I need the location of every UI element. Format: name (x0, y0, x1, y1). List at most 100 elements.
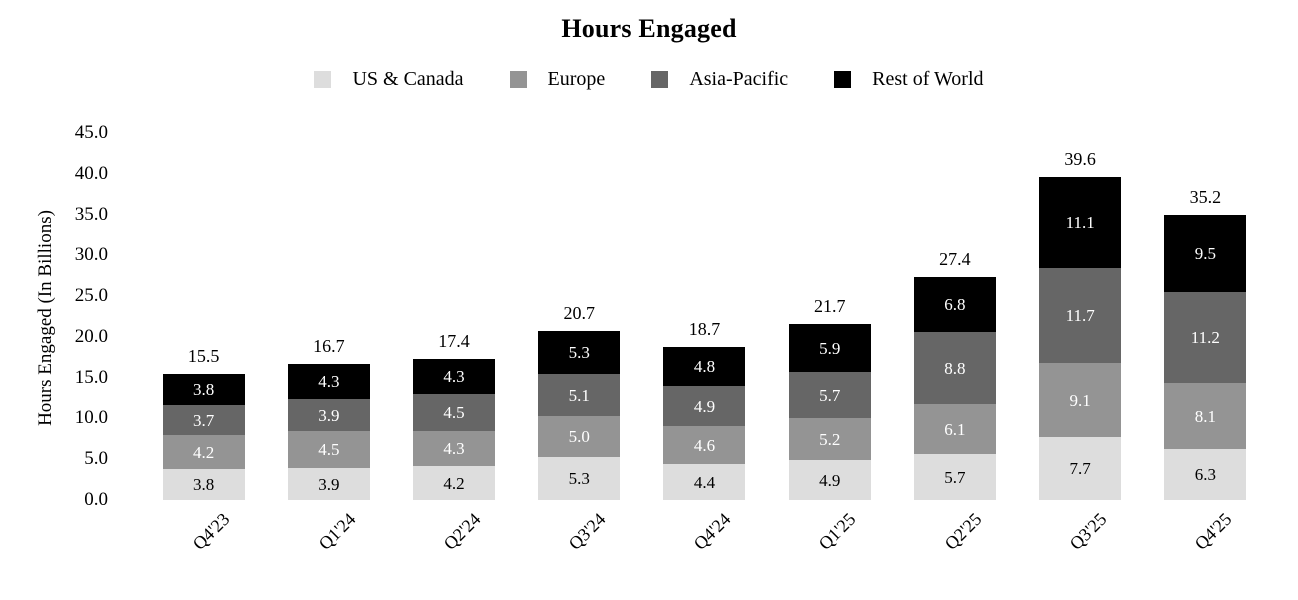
bar-segment-us-canada: 4.4 (663, 464, 746, 500)
segment-value-label: 4.5 (443, 403, 465, 422)
legend-item-rest-of-world: Rest of World (834, 68, 984, 91)
bar-group-q4-23: 3.8 3.7 4.2 3.8 15.5 Q4'23 (141, 133, 266, 554)
bar-group-q2-25: 6.8 8.8 6.1 5.7 27.4 Q2'25 (892, 133, 1017, 554)
y-axis-tick: 20.0 (74, 325, 108, 347)
segment-value-label: 5.7 (944, 467, 966, 487)
bar-total-label: 21.7 (813, 296, 846, 316)
segment-value-label: 4.3 (443, 367, 465, 386)
segment-value-label: 5.1 (568, 385, 590, 405)
bar-segment-asia-pacific: 5.1 (538, 374, 621, 416)
segment-value-label: 4.2 (192, 442, 215, 462)
bar-segment-us-canada: 7.7 (1039, 437, 1122, 500)
legend-swatch-asia-pacific-icon (651, 71, 669, 88)
bar-q4-25: 9.5 11.2 8.1 6.3 (1164, 215, 1247, 500)
segment-value-label: 4.9 (693, 396, 716, 416)
bar-group-q3-25: 11.1 11.7 9.1 7.7 39.6 Q3'25 (1018, 133, 1143, 554)
segment-value-label: 5.3 (568, 343, 590, 362)
segment-value-label: 4.3 (318, 372, 340, 391)
bar-segment-rest-of-world: 4.3 (287, 364, 370, 399)
bar-segment-asia-pacific: 3.9 (287, 399, 370, 431)
y-axis-tick: 35.0 (74, 203, 108, 225)
bar-segment-europe: 4.5 (287, 431, 370, 468)
segment-value-label: 3.8 (192, 380, 215, 399)
segment-value-label: 5.7 (819, 385, 841, 405)
bar-total-label: 17.4 (438, 331, 470, 351)
x-axis-label-q4-24: Q4'24 (689, 509, 735, 554)
segment-value-label: 11.7 (1065, 306, 1095, 325)
segment-value-label: 8.1 (1194, 406, 1216, 426)
bar-group-q1-24: 4.3 3.9 4.5 3.9 16.7 Q1'24 (266, 133, 391, 554)
bar-segment-us-canada: 4.2 (413, 466, 496, 500)
segment-value-label: 4.3 (443, 439, 465, 458)
segment-value-label: 11.2 (1190, 328, 1220, 347)
bar-q4-24: 4.8 4.9 4.6 4.4 (663, 347, 746, 500)
y-axis-tick: 45.0 (74, 122, 108, 143)
bar-segment-asia-pacific: 3.7 (162, 405, 245, 435)
bar-segment-us-canada: 6.3 (1164, 449, 1247, 500)
y-axis-tick: 10.0 (74, 407, 108, 429)
plot-area: 3.8 3.7 4.2 3.8 15.5 Q4'23 4.3 3.9 4.5 3.9 16.7 Q1'… (141, 133, 1268, 554)
bar-segment-rest-of-world: 6.8 (913, 277, 996, 332)
bar-segment-asia-pacific: 8.8 (913, 332, 996, 404)
segment-value-label: 4.5 (318, 440, 340, 459)
segment-value-label: 9.5 (1194, 244, 1216, 263)
bar-segment-europe: 9.1 (1039, 363, 1122, 437)
y-axis-tick: 30.0 (74, 244, 108, 266)
bar-segment-asia-pacific: 11.2 (1164, 292, 1247, 383)
y-axis-tick: 0.0 (84, 489, 108, 510)
bar-segment-asia-pacific: 5.7 (788, 372, 871, 418)
bar-segment-rest-of-world: 4.3 (413, 359, 496, 394)
legend-label-europe: Europe (547, 68, 606, 90)
segment-value-label: 6.8 (944, 295, 966, 314)
segment-value-label: 4.2 (443, 473, 465, 493)
y-axis-ticks: 45.0 40.0 35.0 30.0 25.0 20.0 15.0 10.0 5.0 0.0 (0, 122, 108, 510)
segment-value-label: 7.7 (1069, 459, 1091, 478)
bar-segment-asia-pacific: 11.7 (1039, 268, 1122, 363)
segment-value-label: 3.9 (318, 474, 340, 494)
bar-q3-25: 11.1 11.7 9.1 7.7 (1039, 177, 1122, 500)
segment-value-label: 11.1 (1065, 213, 1095, 232)
bar-segment-europe: 5.2 (788, 418, 871, 460)
bar-segment-us-canada: 3.9 (287, 468, 370, 500)
bar-segment-rest-of-world: 5.3 (538, 331, 621, 374)
legend-swatch-us-canada-icon (314, 71, 332, 88)
bar-segment-rest-of-world: 3.8 (162, 374, 245, 405)
bar-q1-24: 4.3 3.9 4.5 3.9 (287, 364, 370, 500)
bar-segment-europe: 5.0 (538, 416, 621, 457)
x-axis-label-q2-24: Q2'24 (439, 509, 485, 554)
segment-value-label: 3.8 (192, 475, 215, 494)
y-axis-tick: 15.0 (74, 366, 108, 388)
bar-q2-25: 6.8 8.8 6.1 5.7 (913, 277, 996, 500)
legend-label-us-canada: US & Canada (352, 68, 464, 90)
segment-value-label: 5.2 (819, 429, 841, 449)
x-axis-label-q1-24: Q1'24 (314, 509, 359, 554)
bar-total-label: 35.2 (1189, 187, 1222, 207)
bar-segment-us-canada: 4.9 (788, 460, 871, 500)
segment-value-label: 4.4 (693, 472, 716, 492)
x-axis-label-q2-25: Q2'25 (940, 509, 986, 554)
bar-total-label: 15.5 (187, 346, 220, 366)
segment-value-label: 5.3 (568, 469, 590, 488)
legend-swatch-rest-of-world-icon (834, 71, 852, 88)
x-axis-label-q4-25: Q4'25 (1190, 509, 1236, 554)
bar-segment-asia-pacific: 4.5 (413, 394, 496, 431)
legend-label-asia-pacific: Asia-Pacific (689, 68, 789, 90)
bar-segment-europe: 4.3 (413, 431, 496, 466)
legend-label-rest-of-world: Rest of World (872, 68, 984, 90)
x-axis-label-q1-25: Q1'25 (815, 509, 860, 554)
legend-item-europe: Europe (509, 68, 606, 91)
bar-segment-us-canada: 5.3 (538, 457, 621, 500)
bar-q4-23: 3.8 3.7 4.2 3.8 (162, 374, 245, 500)
bar-segment-rest-of-world: 9.5 (1164, 215, 1247, 292)
bar-segment-europe: 8.1 (1164, 383, 1247, 449)
bar-group-q3-24: 5.3 5.1 5.0 5.3 20.7 Q3'24 (517, 133, 642, 554)
segment-value-label: 6.1 (944, 419, 966, 439)
segment-value-label: 3.7 (192, 410, 215, 430)
segment-value-label: 3.9 (318, 405, 340, 425)
legend-swatch-europe-icon (509, 71, 527, 88)
segment-value-label: 4.9 (819, 470, 841, 490)
bar-total-label: 20.7 (563, 303, 596, 323)
segment-value-label: 8.8 (944, 358, 966, 378)
bar-group-q2-24: 4.3 4.5 4.3 4.2 17.4 Q2'24 (391, 133, 516, 554)
bar-segment-asia-pacific: 4.9 (663, 386, 746, 426)
